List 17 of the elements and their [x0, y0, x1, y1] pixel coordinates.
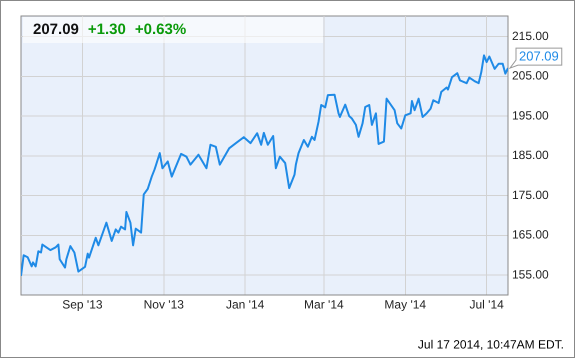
x-tick-label: Sep '13	[62, 298, 103, 312]
x-tick-label: Jul '14	[469, 298, 504, 312]
header-panel: 207.09 +1.30 +0.63%	[23, 17, 323, 43]
text: Jul 17 2014, 10:47AM EDT.	[418, 337, 564, 352]
y-tick-label: 175.00	[512, 188, 550, 202]
y-tick-label: 185.00	[512, 148, 550, 162]
x-tick-label: Mar '14	[304, 298, 344, 312]
chart-title: 207.09 +1.30 +0.63%	[33, 21, 186, 38]
y-tick-label: 195.00	[512, 108, 550, 122]
y-tick-label: 215.00	[512, 28, 550, 43]
y-tick-label: 205.00	[512, 68, 550, 83]
x-tick-label: May '14	[384, 298, 426, 312]
data-label: 207.09	[519, 48, 559, 64]
y-tick-label: 155.00	[512, 267, 550, 282]
x-tick-label: Jan '14	[226, 298, 265, 312]
y-tick-label: 165.00	[512, 228, 550, 242]
x-tick-label: Nov '13	[144, 298, 184, 312]
